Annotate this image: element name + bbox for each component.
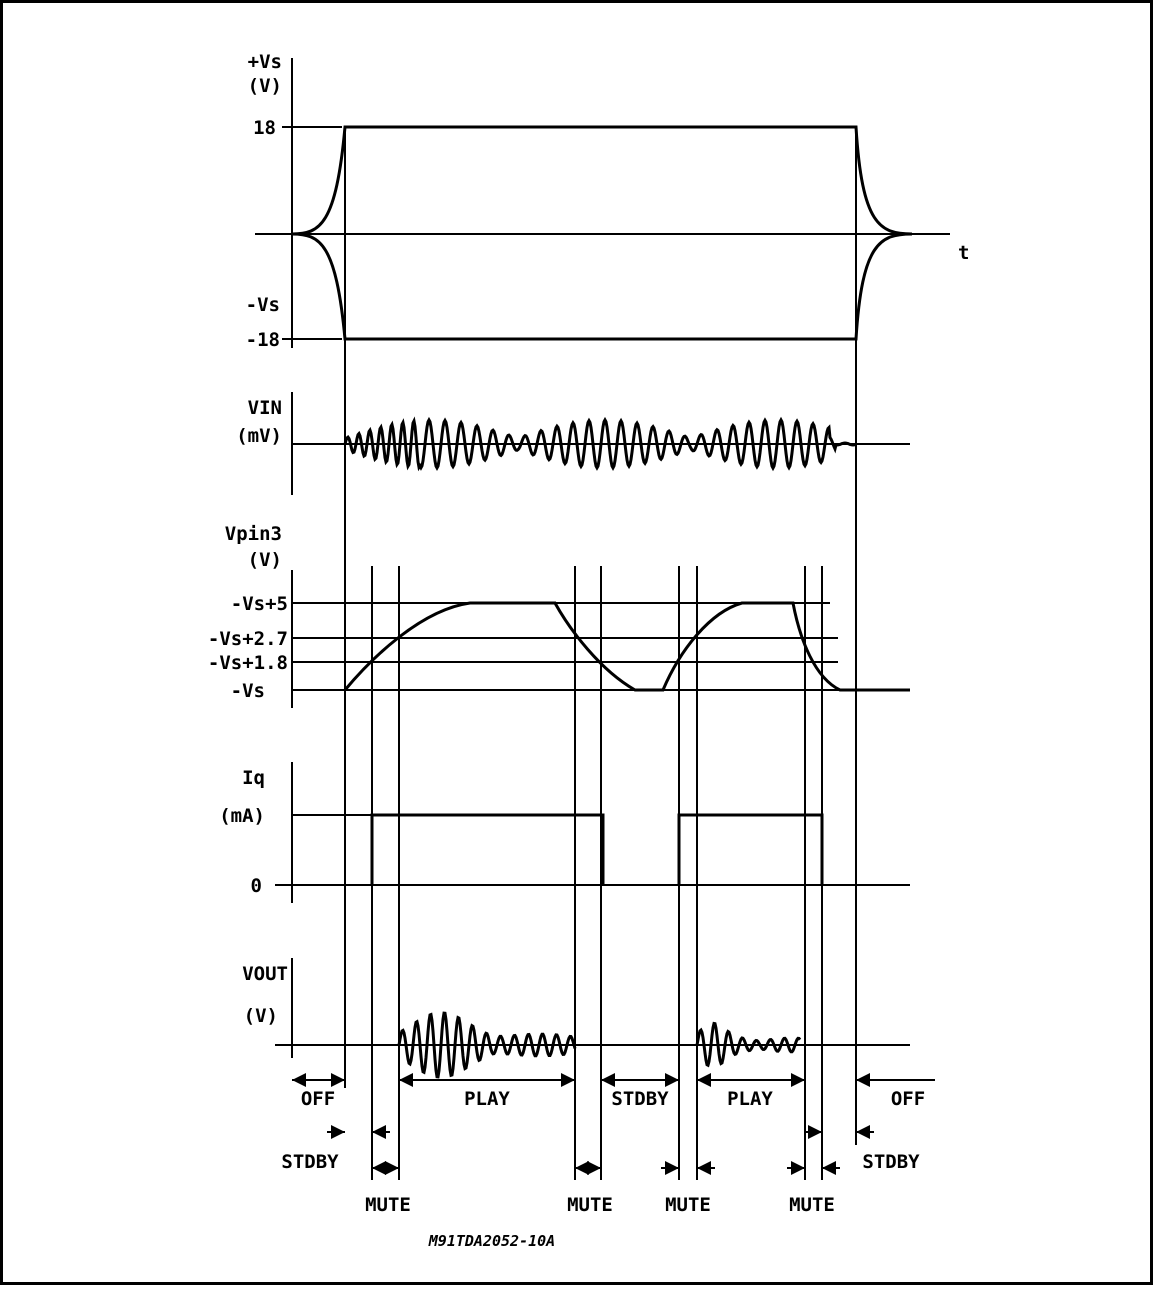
vout-signal-trace-2 (695, 1021, 802, 1068)
supply-tick-label-neg18: -18 (246, 329, 280, 351)
state-label-stdby-left: STDBY (281, 1151, 339, 1173)
positive-supply-trace (291, 125, 913, 236)
vout-signal-trace-1 (397, 1011, 577, 1079)
supply-label-line2: (V) (248, 75, 282, 97)
vout-panel (275, 958, 910, 1079)
figure-reference-code: M91TDA2052-10A (428, 1232, 555, 1250)
vpin3-tick-label-vs27: -Vs+2.7 (208, 628, 288, 650)
vin-label-line2: (mV) (236, 425, 282, 447)
iq-label-line1: Iq (242, 767, 265, 789)
timing-markers (344, 127, 857, 1180)
state-label-stdby-mid: STDBY (611, 1088, 669, 1110)
vout-label-line2: (V) (244, 1005, 278, 1027)
negative-supply-trace (291, 232, 913, 341)
iq-panel (275, 762, 910, 903)
state-label-mute-3: MUTE (665, 1194, 711, 1216)
iq-label-line2: (mA) (219, 805, 265, 827)
vpin3-panel (291, 570, 910, 708)
vpin3-tick-label-vs18: -Vs+1.8 (208, 652, 288, 674)
vpin3-label-line2: (V) (248, 549, 282, 571)
vpin3-tick-label-vs5: -Vs+5 (231, 593, 288, 615)
state-label-play-2: PLAY (727, 1088, 773, 1110)
vin-label-line1: VIN (248, 397, 282, 419)
supply-label-line1: +Vs (248, 51, 282, 73)
vpin3-trace (343, 601, 910, 692)
supply-tick-label-18: 18 (253, 117, 276, 139)
supply-panel (255, 58, 950, 348)
state-label-off-left: OFF (301, 1088, 335, 1110)
state-label-stdby-right: STDBY (862, 1151, 920, 1173)
iq-pulse-2 (677, 813, 824, 885)
state-label-mute-1: MUTE (365, 1194, 411, 1216)
state-label-mute-2: MUTE (567, 1194, 613, 1216)
vin-signal-trace (343, 416, 857, 472)
state-label-mute-4: MUTE (789, 1194, 835, 1216)
vpin3-label-line1: Vpin3 (225, 523, 282, 545)
state-label-play-1: PLAY (464, 1088, 510, 1110)
state-arrows (292, 1073, 935, 1175)
supply-tick-label-neg-vs: -Vs (246, 294, 280, 316)
iq-pulse-1 (370, 813, 605, 885)
vout-label-line1: VOUT (242, 963, 288, 985)
iq-tick-label-zero: 0 (251, 875, 262, 897)
vin-panel (291, 392, 910, 495)
state-label-off-right: OFF (891, 1088, 925, 1110)
vpin3-tick-label-vs: -Vs (231, 680, 265, 702)
time-axis-label: t (958, 242, 969, 264)
